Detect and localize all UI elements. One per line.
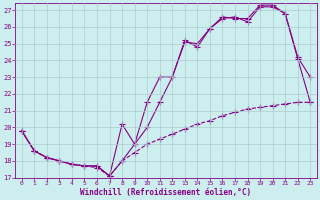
X-axis label: Windchill (Refroidissement éolien,°C): Windchill (Refroidissement éolien,°C) [80,188,252,197]
